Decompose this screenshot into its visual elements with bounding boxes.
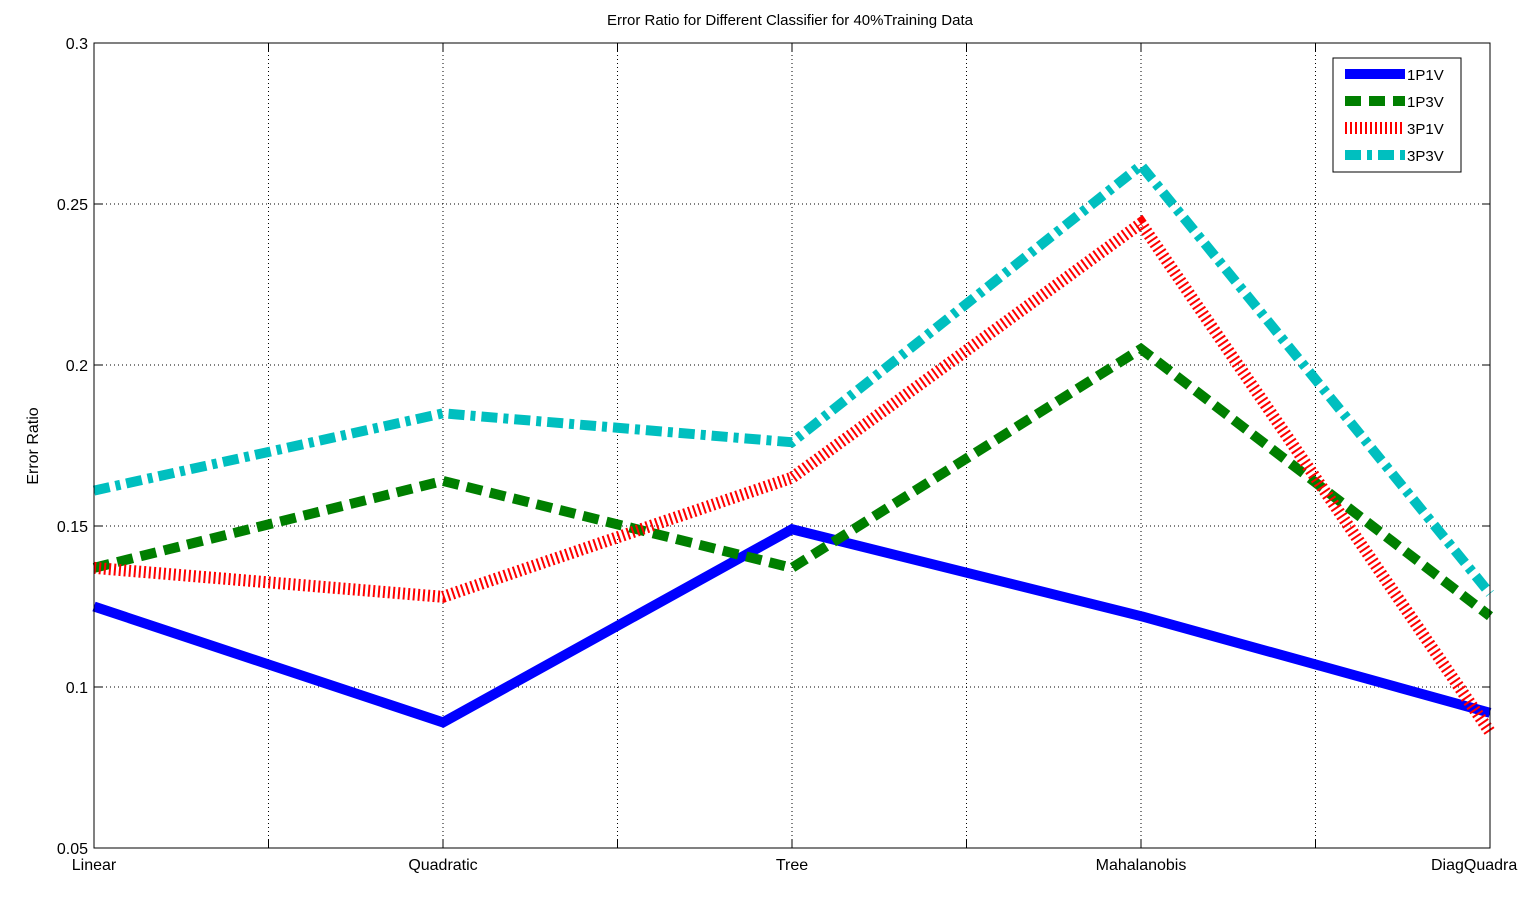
x-tick-label: Tree xyxy=(776,857,808,874)
series-lines xyxy=(92,158,1495,736)
x-tick-label: Mahalanobis xyxy=(1096,857,1187,874)
y-axis-label: Error Ratio xyxy=(25,407,42,484)
x-tick-label: Quadratic xyxy=(408,857,477,874)
y-tick-label: 0.15 xyxy=(57,519,88,536)
legend: 1P1V 1P3V 3P1V 3P3V xyxy=(1332,57,1462,173)
y-tick-label: 0.1 xyxy=(66,680,88,697)
series-line-1p1v xyxy=(92,523,1492,728)
y-tick-label: 0.2 xyxy=(66,358,88,375)
series-line-1p3v xyxy=(92,342,1494,621)
legend-label: 3P1V xyxy=(1407,121,1444,138)
legend-label: 1P1V xyxy=(1407,67,1444,84)
series-line-3p3v xyxy=(92,158,1494,597)
x-tick-label: DiagQuadra xyxy=(1431,857,1517,874)
y-tick-label: 0.05 xyxy=(57,841,88,858)
y-tick-label: 0.3 xyxy=(66,36,88,53)
x-tick-label: Linear xyxy=(72,857,117,874)
chart-title: Error Ratio for Different Classifier for… xyxy=(607,12,974,29)
axis-ticks: Linear Quadratic Tree Mahalanobis DiagQuadra… xyxy=(57,36,1518,874)
legend-label: 1P3V xyxy=(1407,94,1444,111)
legend-label: 3P3V xyxy=(1407,148,1444,165)
y-tick-label: 0.25 xyxy=(57,197,88,214)
series-line-3p1v xyxy=(93,214,1495,736)
